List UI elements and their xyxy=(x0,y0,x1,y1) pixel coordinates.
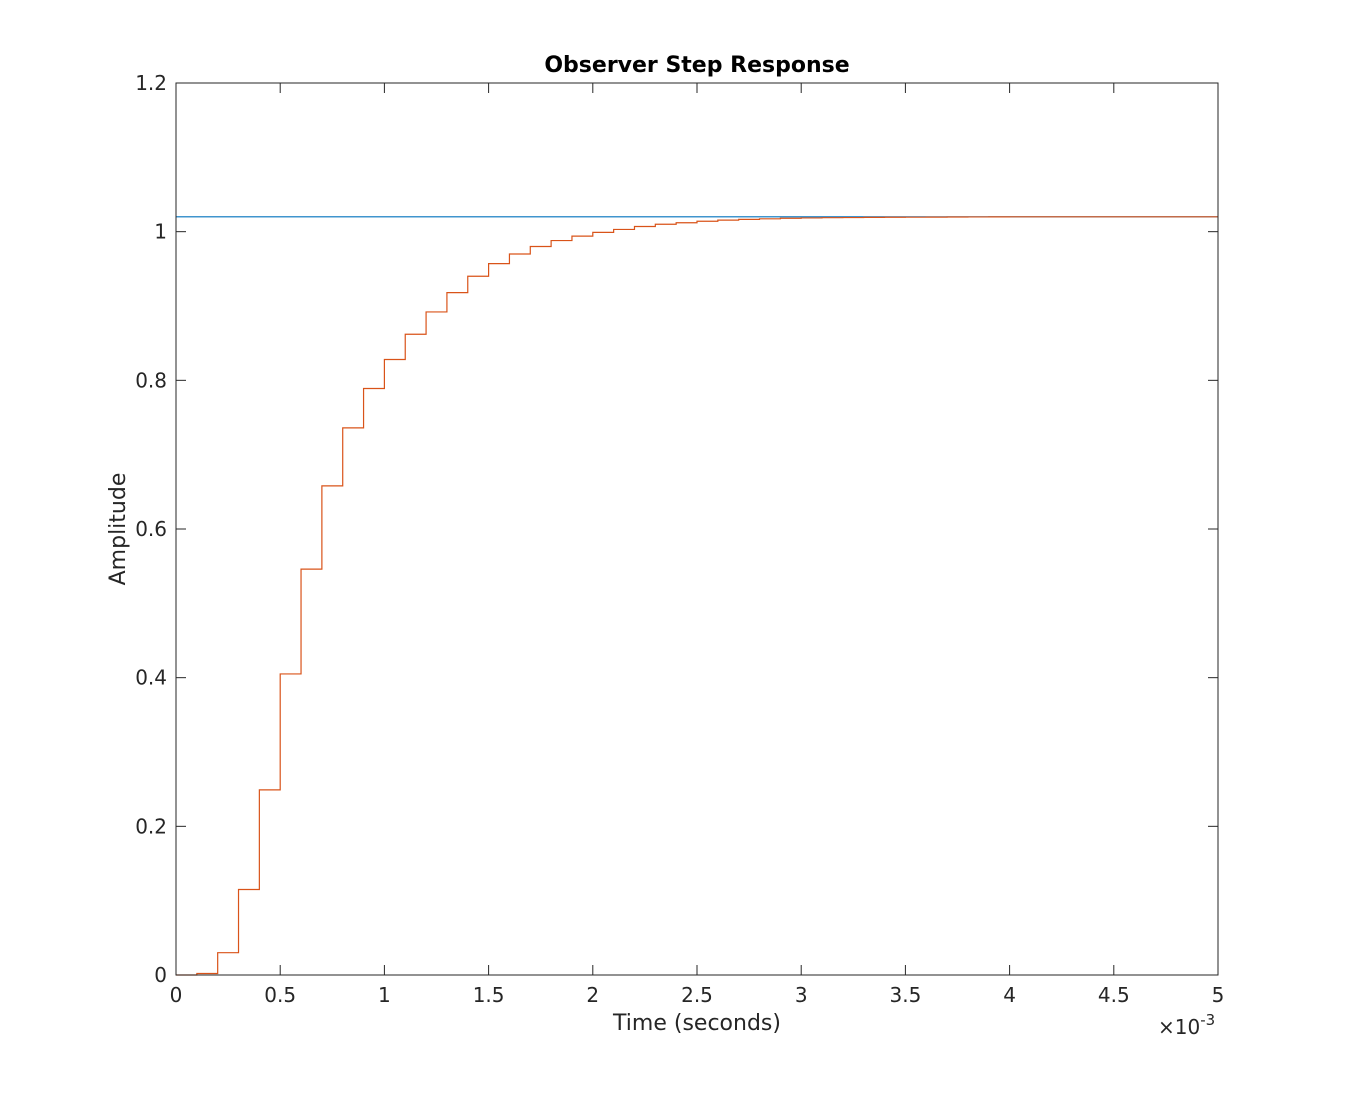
x-tick-label: 3 xyxy=(795,983,808,1007)
y-tick-label: 0 xyxy=(154,963,167,987)
tick-layer: 0 0.5 1 1.5 2 2.5 3 3.5 4 4.5 5 0 0.2 0.4 0.6 0.8 1 1.2 xyxy=(135,71,1224,1007)
chart-title: Observer Step Response xyxy=(544,53,849,78)
x-axis-label: Time (seconds) xyxy=(612,1011,781,1036)
y-tick-label: 0.2 xyxy=(135,814,167,838)
x-tick-label: 0 xyxy=(170,983,183,1007)
y-tick-label: 0.8 xyxy=(135,368,167,392)
y-tick-label: 0.4 xyxy=(135,666,167,690)
y-tick-label: 1 xyxy=(154,220,167,244)
x-tick-label: 2.5 xyxy=(681,983,713,1007)
x-axis-exponent: ×10-3 xyxy=(1158,1011,1215,1039)
x-axis-exponent-power: -3 xyxy=(1200,1011,1215,1029)
x-tick-label: 4 xyxy=(1003,983,1016,1007)
x-tick-label: 1.5 xyxy=(473,983,505,1007)
series-layer xyxy=(176,216,1218,976)
y-axis-label: Amplitude xyxy=(106,473,131,586)
x-tick-label: 5 xyxy=(1212,983,1225,1007)
x-tick-label: 0.5 xyxy=(264,983,296,1007)
y-tick-label: 1.2 xyxy=(135,71,167,95)
x-axis-exponent-base: ×10 xyxy=(1158,1015,1200,1039)
y-tick-label: 0.6 xyxy=(135,517,167,541)
x-tick-label: 4.5 xyxy=(1098,983,1130,1007)
x-tick-label: 1 xyxy=(378,983,391,1007)
series-step-response xyxy=(176,216,1218,976)
plot-area xyxy=(176,83,1218,975)
x-tick-label: 3.5 xyxy=(889,983,921,1007)
x-tick-label: 2 xyxy=(586,983,599,1007)
